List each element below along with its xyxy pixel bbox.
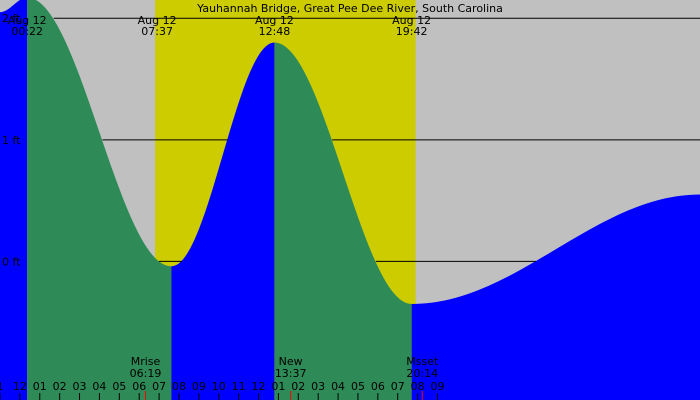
x-tick-label: 05 (351, 380, 365, 393)
tide-time-label: 12:48 (259, 25, 291, 38)
x-tick-label: 06 (371, 380, 385, 393)
x-tick-label: 08 (411, 380, 425, 393)
x-tick-label: 02 (53, 380, 67, 393)
y-tick-label: 2 ft (2, 12, 21, 25)
x-tick-label: 07 (152, 380, 166, 393)
x-tick-label: 1 (0, 380, 4, 393)
tide-date-label: Aug 12 (8, 14, 47, 27)
x-tick-label: 04 (92, 380, 106, 393)
chart-title: Yauhannah Bridge, Great Pee Dee River, S… (196, 2, 503, 15)
x-tick-label: 05 (112, 380, 126, 393)
x-tick-label: 04 (331, 380, 345, 393)
x-tick-label: 07 (391, 380, 405, 393)
tide-time-label: 19:42 (396, 25, 428, 38)
rising-tide-segment (171, 42, 275, 400)
event-label: Msset (406, 355, 439, 368)
y-tick-label: 1 ft (2, 134, 21, 147)
falling-tide-segment (274, 42, 412, 400)
x-tick-label: 10 (212, 380, 226, 393)
event-label: New (279, 355, 303, 368)
falling-tide-segment (27, 0, 172, 400)
gridline-layer (0, 17, 700, 400)
x-tick-label: 09 (192, 380, 206, 393)
x-tick-label: 03 (311, 380, 325, 393)
y-tick-label: 0 ft (2, 255, 21, 268)
rising-tide-segment (0, 0, 28, 400)
x-tick-label: 01 (33, 380, 47, 393)
x-tick-label: 01 (271, 380, 285, 393)
x-tick-label: 12 (13, 380, 27, 393)
x-tick-label: 06 (132, 380, 146, 393)
event-time-label: 06:19 (130, 367, 162, 380)
tide-time-label: 00:22 (11, 25, 43, 38)
event-label: Mrise (131, 355, 161, 368)
x-tick-label: 08 (172, 380, 186, 393)
x-tick-label: 11 (232, 380, 246, 393)
tide-time-label: 07:37 (141, 25, 173, 38)
x-tick-label: 12 (252, 380, 266, 393)
tide-date-label: Aug 12 (392, 14, 431, 27)
rising-tide-segment (411, 194, 700, 400)
event-time-label: 20:14 (406, 367, 438, 380)
tide-date-label: Aug 12 (255, 14, 294, 27)
x-tick-label: 02 (291, 380, 305, 393)
x-tick-label: 03 (73, 380, 87, 393)
x-tick-label: 09 (431, 380, 445, 393)
event-time-label: 13:37 (275, 367, 307, 380)
label-layer: Yauhannah Bridge, Great Pee Dee River, S… (0, 2, 503, 393)
tide-date-label: Aug 12 (138, 14, 177, 27)
